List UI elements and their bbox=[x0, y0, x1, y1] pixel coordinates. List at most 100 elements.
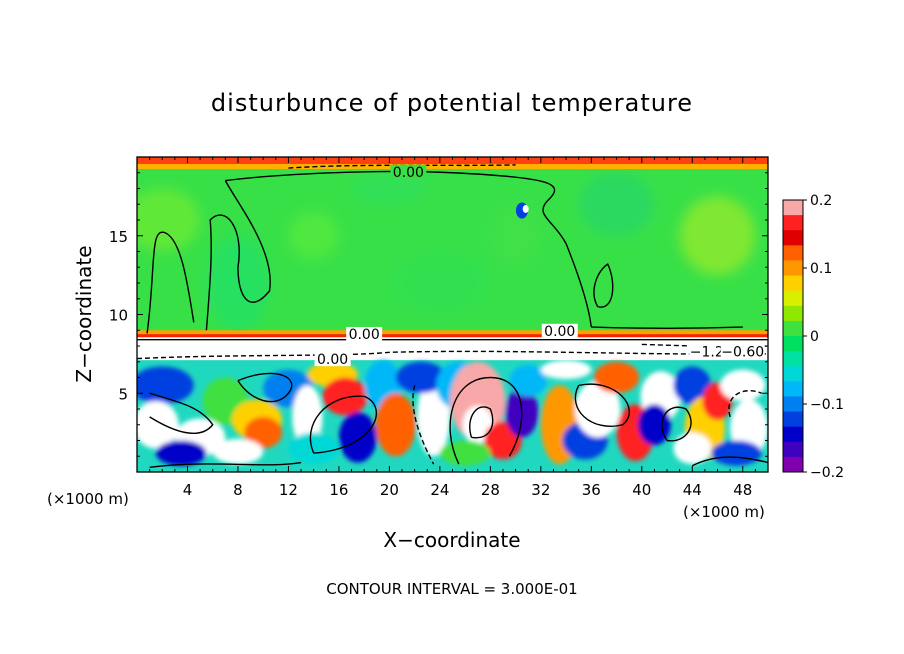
contour-label-1: 0.00 bbox=[349, 327, 380, 343]
shade-blob-5 bbox=[679, 196, 756, 276]
x-tick-label-24: 24 bbox=[430, 481, 449, 499]
contour-lines bbox=[137, 164, 768, 468]
colorbar-swatch-10 bbox=[783, 351, 803, 367]
colorbar-tick-label-0: 0.2 bbox=[810, 193, 832, 209]
colorbar-tick-label-4: −0.2 bbox=[810, 465, 844, 481]
lower-blob-21 bbox=[509, 364, 548, 397]
colorbar-swatch-3 bbox=[783, 245, 803, 261]
contour-label-0: 0.00 bbox=[393, 165, 424, 181]
colorbar-tick-label-2: 0 bbox=[810, 329, 819, 345]
colorbar-swatch-8 bbox=[783, 320, 803, 337]
colorbar-swatch-7 bbox=[783, 305, 803, 322]
shade-blob-4 bbox=[578, 172, 655, 236]
colorbar-swatch-11 bbox=[783, 366, 803, 382]
contour-labels: 0.000.00 0.000.00 −1.20−0.60 bbox=[314, 164, 765, 368]
lower-blob-28 bbox=[638, 404, 671, 446]
contour-upper-main bbox=[225, 170, 593, 328]
colorbar-swatch-13 bbox=[783, 396, 803, 413]
top-warm-band bbox=[137, 157, 768, 164]
field-shading bbox=[137, 157, 768, 472]
x-tick-label-20: 20 bbox=[380, 481, 399, 499]
shade-blob-3 bbox=[389, 251, 491, 315]
contour-top-dashed bbox=[288, 164, 516, 169]
contour-label-bg-0 bbox=[390, 164, 427, 179]
contour-label-bg-3 bbox=[314, 352, 351, 367]
x-tick-label-4: 4 bbox=[183, 481, 193, 499]
colorbar-swatch-15 bbox=[783, 426, 803, 443]
contour-lower-9 bbox=[237, 372, 293, 403]
upper-layer-shading bbox=[137, 172, 756, 331]
x-unit-right: (×1000 m) bbox=[683, 503, 765, 521]
y-tick-label-5: 5 bbox=[118, 385, 128, 403]
contour-lower-11 bbox=[691, 456, 768, 467]
contour-lower-1 bbox=[149, 392, 214, 434]
contour-upper-right-loop bbox=[593, 263, 614, 308]
colorbar-labels: 0.2 0.1 0 −0.1 −0.2 bbox=[803, 193, 844, 481]
colorbar-swatch-17 bbox=[783, 456, 803, 473]
contour-lower-6 bbox=[412, 385, 435, 465]
contour-mid-right bbox=[591, 326, 743, 329]
lower-blob-24 bbox=[574, 380, 621, 438]
shade-blob-2 bbox=[288, 212, 339, 260]
lower-blob-13 bbox=[375, 393, 416, 457]
contour-lower-3 bbox=[449, 376, 523, 465]
colorbar bbox=[782, 199, 804, 473]
x-tick-label-12: 12 bbox=[279, 481, 298, 499]
plot-area bbox=[137, 157, 768, 472]
shade-blob-6 bbox=[490, 204, 541, 268]
y-axis: 5 10 15 bbox=[109, 172, 768, 457]
colorbar-swatch-0 bbox=[783, 200, 803, 216]
colorbar-swatch-12 bbox=[783, 381, 803, 397]
contour-lower-8 bbox=[728, 390, 762, 418]
lower-blob-1 bbox=[137, 401, 179, 449]
colorbar-tick-label-3: −0.1 bbox=[810, 397, 844, 413]
chart-title: disturbunce of potential temperature bbox=[211, 89, 693, 117]
x-tick-label-36: 36 bbox=[582, 481, 601, 499]
lower-blob-36 bbox=[288, 432, 339, 465]
lower-blob-15 bbox=[395, 361, 447, 394]
colorbar-swatch-14 bbox=[783, 411, 803, 428]
contour-lower-7 bbox=[661, 406, 692, 442]
x-tick-label-28: 28 bbox=[481, 481, 500, 499]
lower-blob-11 bbox=[338, 412, 377, 463]
lower-blob-25 bbox=[593, 361, 640, 394]
lower-blob-34 bbox=[711, 440, 762, 466]
lower-blob-39 bbox=[673, 432, 712, 465]
y-tick-label-15: 15 bbox=[109, 228, 128, 246]
contour-upper-left-2 bbox=[205, 180, 271, 331]
x-unit-left: (×1000 m) bbox=[47, 490, 129, 508]
x-axis-label: X−coordinate bbox=[383, 528, 520, 552]
colorbar-swatch-16 bbox=[783, 441, 803, 458]
lower-blob-35 bbox=[439, 440, 491, 466]
contour-label-bg-1 bbox=[346, 326, 383, 341]
shade-blob-0 bbox=[137, 188, 201, 252]
lower-blob-29 bbox=[673, 366, 712, 405]
shade-blob-1 bbox=[206, 235, 270, 331]
contour-lower-top bbox=[137, 350, 768, 360]
x-tick-label-44: 44 bbox=[683, 481, 702, 499]
lower-blob-8 bbox=[292, 385, 323, 449]
x-axis: 4 8 12 16 20 24 28 32 36 40 44 48 bbox=[149, 157, 756, 499]
lower-blob-3 bbox=[155, 440, 207, 466]
y-axis-label: Z−coordinate bbox=[72, 245, 96, 382]
mid-red-band bbox=[137, 334, 768, 338]
x-tick-label-8: 8 bbox=[233, 481, 243, 499]
x-tick-label-48: 48 bbox=[733, 481, 752, 499]
contour-label-bg-2 bbox=[541, 323, 578, 338]
x-tick-label-16: 16 bbox=[329, 481, 348, 499]
colorbar-swatch-1 bbox=[783, 215, 803, 231]
contour-label-2: 0.00 bbox=[544, 324, 575, 340]
contour-interval-footer: CONTOUR INTERVAL = 3.000E-01 bbox=[326, 580, 577, 598]
colorbar-tick-label-1: 0.1 bbox=[810, 261, 832, 277]
top-orange-band bbox=[137, 164, 768, 169]
colorbar-swatch-5 bbox=[783, 275, 803, 292]
lower-blob-6 bbox=[244, 416, 283, 449]
colorbar-swatch-2 bbox=[783, 230, 803, 246]
contour-lower-2 bbox=[309, 395, 378, 454]
colorbar-swatch-4 bbox=[783, 260, 803, 277]
x-tick-label-32: 32 bbox=[531, 481, 550, 499]
lower-blob-37 bbox=[212, 438, 264, 465]
lower-blob-32 bbox=[720, 369, 766, 402]
lower-blob-0 bbox=[137, 366, 194, 405]
